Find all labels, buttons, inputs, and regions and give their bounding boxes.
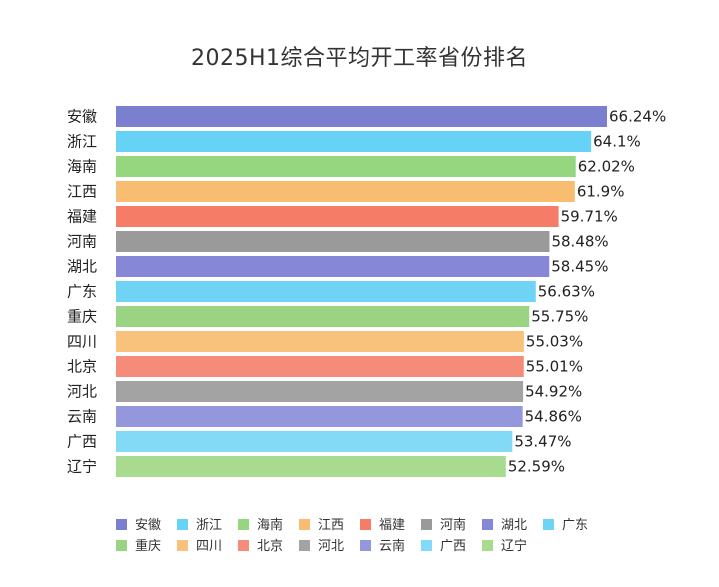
bar [116,181,575,202]
legend-swatch [238,519,249,530]
category-label: 浙江 [67,133,97,151]
chart-title: 2025H1综合平均开工率省份排名 [190,46,529,71]
legend-label: 四川 [196,539,222,554]
bar [116,206,559,227]
category-label: 安徽 [67,108,97,126]
legend-label: 广东 [562,518,588,533]
value-label: 53.47% [514,433,571,451]
value-label: 56.63% [538,283,595,301]
legend-label: 重庆 [135,538,161,554]
value-label: 64.1% [593,133,641,151]
category-label: 河北 [67,383,97,401]
value-label: 59.71% [561,208,618,226]
bar [116,256,550,277]
legend-swatch [543,519,554,530]
legend-swatch [177,519,188,530]
legend-label: 安徽 [135,518,161,533]
legend-label: 江西 [318,518,344,533]
legend-label: 河南 [440,517,466,533]
legend-label: 广西 [440,539,466,554]
value-label: 62.02% [578,158,635,176]
value-label: 55.01% [526,358,583,376]
bar [116,231,550,252]
category-label: 福建 [67,208,97,226]
category-label: 四川 [67,333,97,351]
value-label: 54.86% [525,408,582,426]
legend-swatch [299,519,310,530]
category-label: 广东 [67,283,97,301]
legend-label: 福建 [379,518,405,533]
value-label: 58.45% [551,258,608,276]
legend-swatch [421,519,432,530]
legend-swatch [177,540,188,551]
bar [116,306,530,327]
legend-label: 河北 [318,539,344,554]
legend-swatch [482,540,493,551]
legend-swatch [360,540,371,551]
category-label: 北京 [67,358,97,376]
bar [116,406,523,427]
legend-label: 云南 [379,538,405,554]
legend-swatch [482,519,493,530]
legend-swatch [238,540,249,551]
category-label: 重庆 [67,308,97,326]
category-label: 海南 [67,158,97,176]
bar [116,281,536,302]
value-label: 58.48% [551,233,608,251]
bar [116,156,576,177]
bar [116,356,524,377]
category-label: 广西 [67,433,97,451]
bar [116,106,607,127]
bar [116,331,524,352]
bar [116,456,506,477]
legend-label: 浙江 [196,518,222,533]
bar [116,131,592,152]
value-label: 66.24% [609,108,666,126]
legend-swatch [299,540,310,551]
category-label: 辽宁 [67,458,97,476]
value-label: 54.92% [525,383,582,401]
legend-label: 北京 [257,539,283,554]
legend-swatch [116,519,127,530]
value-label: 55.75% [531,308,588,326]
bar [116,381,524,402]
value-label: 61.9% [577,183,625,201]
legend-swatch [421,540,432,551]
legend-label: 海南 [257,517,283,533]
legend-label: 湖北 [501,518,527,533]
category-label: 湖北 [67,258,97,276]
bar [116,431,513,452]
legend-swatch [360,519,371,530]
legend-label: 辽宁 [501,538,527,554]
legend-swatch [116,540,127,551]
value-label: 55.03% [526,333,583,351]
category-label: 江西 [67,183,97,201]
category-label: 云南 [67,408,97,426]
category-label: 河南 [67,233,97,251]
value-label: 52.59% [508,458,565,476]
